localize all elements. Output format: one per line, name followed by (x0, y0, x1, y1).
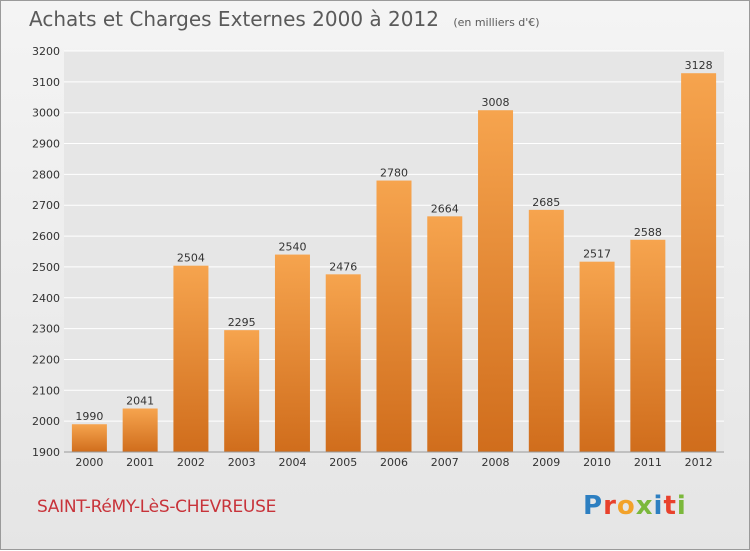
x-tick-label: 2007 (431, 456, 459, 469)
y-tick-label: 2200 (32, 353, 60, 366)
chart-title: Achats et Charges Externes 2000 à 2012 (… (29, 7, 540, 31)
bar-2003 (224, 330, 260, 452)
x-tick-label: 2011 (634, 456, 662, 469)
bar-2002 (173, 265, 209, 452)
y-axis-ticks: 1900 2000 2100 2200 2300 2400 2500 2600 2700 2800… (32, 45, 60, 459)
y-tick-label: 3100 (32, 76, 60, 89)
x-tick-label: 2005 (329, 456, 357, 469)
data-label-2011: 2588 (634, 226, 662, 239)
bar-2004 (274, 254, 310, 452)
logo-letter: i (653, 491, 664, 521)
x-tick-label: 2008 (482, 456, 510, 469)
bar-2011 (630, 239, 666, 452)
data-label-2002: 2504 (177, 252, 205, 265)
bar-2010 (579, 261, 615, 452)
y-tick-label: 2800 (32, 168, 60, 181)
chart-subtitle: (en milliers d'€) (453, 16, 540, 29)
data-label-2000: 1990 (75, 410, 103, 423)
y-tick-label: 3200 (32, 45, 60, 58)
data-label-2003: 2295 (228, 316, 256, 329)
bar-2001 (122, 408, 158, 452)
data-label-2006: 2780 (380, 167, 408, 180)
proxiti-logo: Proxiti (583, 491, 687, 521)
data-label-2008: 3008 (482, 96, 510, 109)
x-tick-label: 2012 (685, 456, 713, 469)
x-tick-label: 2010 (583, 456, 611, 469)
x-tick-label: 2003 (228, 456, 256, 469)
data-label-2001: 2041 (126, 395, 154, 408)
data-label-2012: 3128 (685, 59, 713, 72)
bars (71, 73, 717, 453)
logo-letter: r (603, 491, 617, 521)
logo-letter: x (635, 491, 654, 521)
x-axis-ticks: 2000 2001 2002 2003 2004 2005 2006 2007 2008 2009… (75, 456, 712, 469)
bar-2012 (681, 73, 717, 452)
y-tick-label: 2900 (32, 138, 60, 151)
bar-2006 (376, 180, 412, 453)
bar-2005 (325, 274, 361, 452)
data-label-2010: 2517 (583, 248, 611, 261)
logo-letter: t (663, 491, 677, 521)
logo-letter: i (676, 491, 687, 521)
logo-letter: o (616, 491, 636, 521)
x-tick-label: 2002 (177, 456, 205, 469)
x-tick-label: 2004 (278, 456, 306, 469)
bar-2009 (528, 209, 564, 452)
data-label-2009: 2685 (532, 196, 560, 209)
commune-name: SAINT-RéMY-LèS-CHEVREUSE (37, 497, 277, 517)
bar-2008 (478, 110, 514, 453)
bar-2000 (71, 424, 107, 452)
data-label-2007: 2664 (431, 202, 459, 215)
y-tick-label: 3000 (32, 107, 60, 120)
bar-2007 (427, 216, 463, 452)
y-tick-label: 2600 (32, 230, 60, 243)
y-tick-label: 2700 (32, 199, 60, 212)
chart-title-text: Achats et Charges Externes 2000 à 2012 (29, 7, 439, 31)
logo-letter: P (583, 491, 604, 521)
y-tick-label: 2000 (32, 415, 60, 428)
data-label-2005: 2476 (329, 260, 357, 273)
x-tick-label: 2006 (380, 456, 408, 469)
y-tick-label: 2300 (32, 323, 60, 336)
y-tick-label: 2100 (32, 384, 60, 397)
y-tick-label: 2400 (32, 292, 60, 305)
y-tick-label: 1900 (32, 446, 60, 459)
x-tick-label: 2001 (126, 456, 154, 469)
data-label-2004: 2540 (278, 241, 306, 254)
data-labels: 1990 2041 2504 2295 2540 2476 2780 2664 3008 2685… (75, 59, 712, 423)
y-tick-label: 2500 (32, 261, 60, 274)
x-tick-label: 2000 (75, 456, 103, 469)
x-tick-label: 2009 (532, 456, 560, 469)
